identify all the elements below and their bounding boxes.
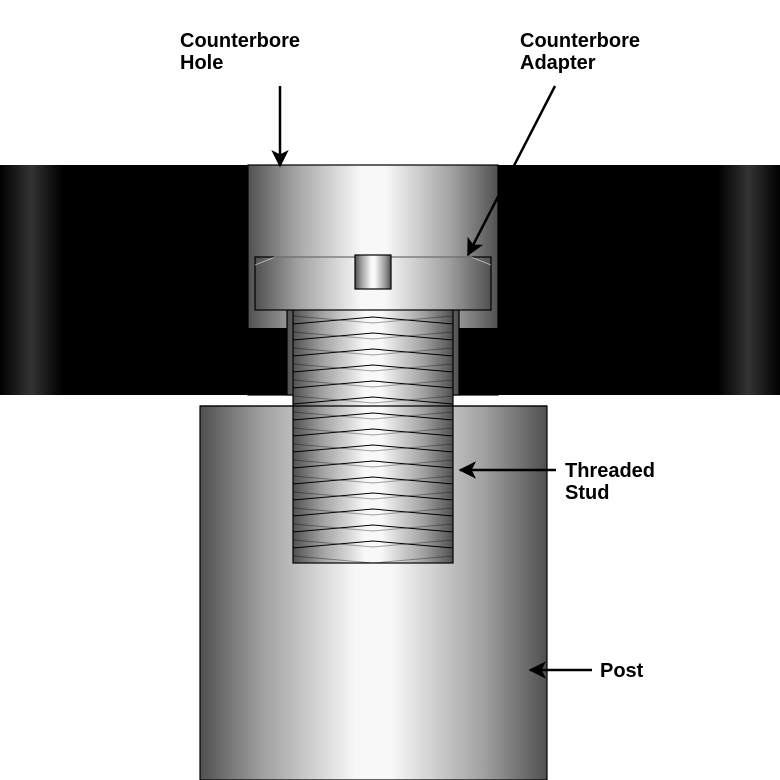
- label-post: Post: [600, 660, 643, 682]
- label-threaded-stud: Threaded Stud: [565, 460, 655, 504]
- label-counterbore-hole: Counterbore Hole: [180, 30, 300, 74]
- label-counterbore-adapter: Counterbore Adapter: [520, 30, 640, 74]
- assembly-diagram: [0, 0, 780, 780]
